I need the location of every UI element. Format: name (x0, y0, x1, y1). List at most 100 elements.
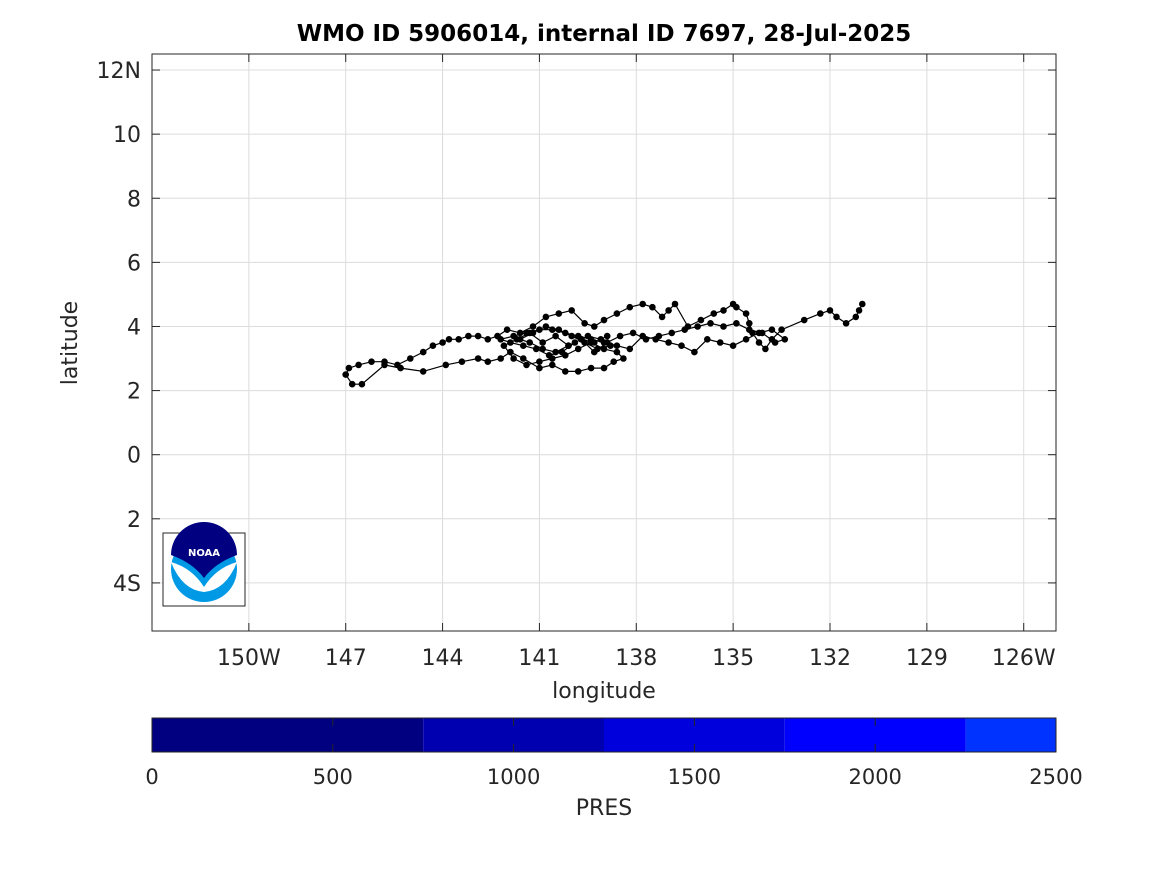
colorbar-frame (151, 717, 1057, 753)
profile-point (526, 339, 533, 346)
profile-point (507, 348, 514, 356)
profile-point (826, 307, 834, 314)
profile-point (710, 310, 718, 317)
profile-point (742, 310, 750, 317)
y-tick-label: 6 (127, 251, 141, 276)
profile-point (497, 336, 505, 343)
x-tick-label: 141 (518, 646, 560, 671)
float-track (342, 300, 866, 388)
profile-point (697, 316, 705, 324)
profile-point (755, 329, 763, 337)
profile-point (587, 364, 595, 372)
profile-point (474, 355, 482, 362)
profile-point (381, 361, 388, 369)
profile-point (397, 364, 404, 372)
profile-point (345, 364, 353, 372)
profile-point (629, 329, 637, 337)
profile-point (565, 342, 572, 350)
profile-point (552, 332, 559, 340)
profile-point (536, 364, 543, 372)
profile-point (574, 345, 582, 353)
profile-point (778, 326, 785, 334)
x-tick-label: 144 (422, 646, 464, 671)
profile-point (532, 345, 540, 353)
profile-point (520, 342, 527, 350)
profile-point (542, 323, 550, 330)
profile-point (368, 358, 375, 366)
profile-point (484, 336, 492, 343)
y-tick-label: 10 (113, 123, 141, 148)
profile-point (568, 332, 575, 340)
profile-point (523, 329, 530, 337)
profile-point (639, 300, 646, 308)
x-tick-label: 129 (906, 646, 948, 671)
chart-title: WMO ID 5906014, internal ID 7697, 28-Jul… (297, 21, 912, 47)
profile-point (523, 361, 530, 369)
profile-point (500, 342, 508, 350)
profile-point (707, 320, 714, 327)
profile-point (510, 355, 517, 362)
profile-point (529, 323, 537, 330)
noaa-logo-text: NOAA (188, 548, 220, 559)
y-tick-label: 2 (127, 508, 141, 533)
profile-point (439, 339, 446, 346)
profile-point (729, 342, 737, 350)
profile-point (681, 326, 688, 334)
profile-point (591, 339, 598, 346)
profile-point (649, 303, 656, 311)
profile-point (348, 380, 356, 388)
profile-point (620, 355, 627, 362)
profile-point (716, 339, 724, 346)
x-tick-label: 150W (217, 646, 281, 671)
profile-point (465, 332, 472, 340)
profile-point (678, 342, 685, 350)
profile-point (474, 332, 482, 340)
profile-point (626, 345, 634, 353)
profile-point (768, 326, 776, 334)
profile-point (562, 329, 569, 337)
profile-point (600, 316, 608, 324)
profile-point (720, 323, 727, 330)
profile-point (746, 320, 753, 327)
noaa-logo: NOAA (162, 522, 246, 607)
profile-point (694, 323, 701, 330)
profile-point (507, 339, 514, 346)
profile-point (574, 368, 582, 375)
colorbar: 0 500 1000 1500 2000 2500 (145, 718, 1083, 789)
plot-area (151, 53, 1057, 632)
grid (152, 54, 1056, 631)
profile-point (852, 313, 860, 321)
y-axis-label: latitude (58, 301, 83, 385)
profile-point (542, 313, 550, 321)
profile-point (555, 326, 563, 334)
axis-ticks: 150W 147 144 141 138 135 132 129 126W 12N 10 8 6 4 2 0 2… (97, 54, 1056, 671)
colorbar-tick-label: 1000 (487, 765, 540, 789)
profile-point (516, 329, 524, 337)
y-tick-label: 8 (127, 187, 141, 212)
profile-point (549, 326, 556, 334)
profile-point (419, 368, 427, 375)
profile-point (817, 310, 824, 317)
profile-point (562, 368, 569, 375)
profile-point (671, 300, 679, 308)
profile-point (613, 342, 621, 350)
profile-point (855, 307, 863, 314)
x-tick-label: 135 (712, 646, 754, 671)
colorbar-segment (965, 718, 1056, 752)
colorbar-segment (152, 718, 424, 752)
profile-point (600, 364, 608, 372)
profile-point (746, 326, 753, 334)
profile-point (591, 323, 598, 330)
y-tick-label: 4 (127, 315, 141, 340)
profile-point (616, 332, 624, 340)
profile-point (497, 355, 505, 362)
profile-point (859, 300, 866, 308)
profile-point (552, 348, 559, 356)
x-tick-label: 126W (992, 646, 1056, 671)
profile-point (549, 361, 556, 369)
profile-point (558, 348, 566, 356)
profile-point (668, 329, 676, 337)
colorbar-tick-label: 1500 (668, 765, 721, 789)
y-tick-label: 2 (127, 380, 141, 405)
profile-point (503, 326, 511, 334)
